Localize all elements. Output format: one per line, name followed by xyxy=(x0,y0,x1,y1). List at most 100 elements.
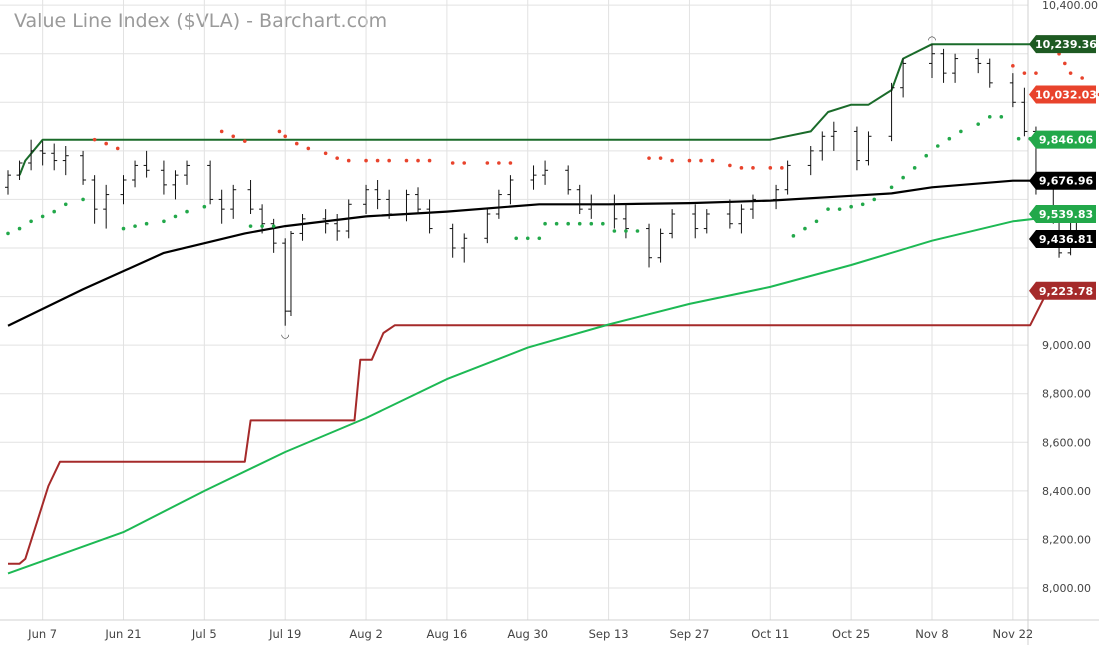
price-bar xyxy=(230,184,237,219)
price-bar xyxy=(484,209,491,244)
sar-dot xyxy=(814,219,819,224)
sar-dot xyxy=(525,236,530,241)
y-tick-label: 9,000.00 xyxy=(1042,339,1091,352)
price-bar xyxy=(184,160,191,185)
sar-dot xyxy=(416,158,420,163)
x-tick-label: Jun 7 xyxy=(27,627,57,641)
price-bar xyxy=(426,199,433,234)
price-bar xyxy=(622,204,629,239)
price-bar xyxy=(657,228,664,263)
sar-dot xyxy=(612,229,617,233)
sar-dot xyxy=(283,134,288,139)
sar-dot xyxy=(29,219,33,224)
price-bar xyxy=(143,150,150,178)
y-tick-label: 8,000.00 xyxy=(1042,582,1091,595)
sar-dot xyxy=(699,158,703,163)
x-tick-label: Aug 16 xyxy=(427,627,468,641)
sar-dot xyxy=(647,156,651,160)
sar-dot xyxy=(1080,76,1084,80)
svg-text:10,032.03: 10,032.03 xyxy=(1035,89,1097,102)
x-tick-label: Nov 22 xyxy=(992,627,1033,641)
sar-dot xyxy=(40,214,45,219)
sar-dot xyxy=(670,158,674,163)
y-tick-label: 8,800.00 xyxy=(1042,388,1091,401)
last-value-tag: 9,539.83 xyxy=(1029,205,1096,224)
sar-dot xyxy=(780,166,784,170)
price-bar xyxy=(282,238,289,326)
y-tick-label: 10,400.00 xyxy=(1042,0,1098,12)
sar-dot xyxy=(375,158,380,163)
x-tick-label: Sep 27 xyxy=(669,627,709,641)
svg-text:10,239.36: 10,239.36 xyxy=(1035,38,1097,51)
price-bar xyxy=(495,189,502,219)
x-tick-label: Jun 21 xyxy=(104,627,141,641)
price-bar xyxy=(51,143,58,171)
price-bar xyxy=(363,184,370,215)
sar-dot xyxy=(323,151,328,156)
sar-dot xyxy=(427,158,432,163)
sar-dot xyxy=(687,158,692,163)
sar-dot xyxy=(999,115,1004,119)
price-bar xyxy=(773,184,780,210)
x-tick-label: Aug 30 xyxy=(507,627,548,641)
sar-dot xyxy=(231,134,236,139)
price-bar xyxy=(588,194,595,219)
sar-dot xyxy=(566,221,570,226)
sar-dot xyxy=(577,221,582,226)
series-line-sma-50 xyxy=(7,179,1077,327)
price-bar xyxy=(738,204,745,234)
x-tick-label: Oct 11 xyxy=(751,627,789,641)
sar-dot xyxy=(242,139,247,143)
price-bar xyxy=(1021,87,1028,137)
sar-dot xyxy=(162,219,166,224)
sar-dot xyxy=(543,221,547,226)
series-line-upper-channel xyxy=(18,43,1077,176)
price-bar xyxy=(1009,73,1016,108)
sar-dot xyxy=(462,161,467,165)
price-bar xyxy=(940,48,947,83)
price-bar xyxy=(16,160,23,181)
sar-dot xyxy=(364,158,368,163)
sar-dot xyxy=(791,234,796,238)
price-bar xyxy=(334,214,341,241)
price-bar xyxy=(91,175,98,224)
sar-dot xyxy=(6,231,10,236)
sar-dot xyxy=(860,202,865,207)
sar-dot xyxy=(710,158,715,163)
sar-dot xyxy=(924,153,929,158)
last-value-tag: 9,223.78 xyxy=(1029,281,1096,300)
sar-dot xyxy=(17,226,22,231)
sar-dot xyxy=(987,115,992,119)
price-bar xyxy=(374,180,381,210)
sar-dot xyxy=(202,204,207,209)
sar-dot xyxy=(624,229,628,233)
price-bar xyxy=(530,165,537,190)
svg-text:9,676.96: 9,676.96 xyxy=(1039,175,1094,188)
y-tick-label: 8,200.00 xyxy=(1042,533,1091,546)
sar-dot xyxy=(739,166,744,170)
sar-dot xyxy=(589,221,594,226)
price-bar xyxy=(986,58,993,88)
sar-dot xyxy=(959,129,963,134)
price-bar xyxy=(28,139,35,171)
svg-text:9,436.81: 9,436.81 xyxy=(1039,233,1093,246)
price-bar xyxy=(749,194,756,219)
price-bar xyxy=(726,199,733,229)
svg-text:9,539.83: 9,539.83 xyxy=(1039,208,1093,221)
last-value-tag: 9,436.81 xyxy=(1029,230,1096,249)
sar-dot xyxy=(768,166,773,170)
price-bar xyxy=(819,131,826,161)
sar-dot xyxy=(277,129,282,134)
sar-dot xyxy=(849,204,853,209)
price-bar xyxy=(160,160,167,195)
price-bar xyxy=(287,231,294,317)
sar-dot xyxy=(947,136,952,141)
sar-dot xyxy=(901,175,905,180)
price-bar xyxy=(853,126,860,171)
sar-dot xyxy=(104,141,108,146)
y-tick-label: 8,400.00 xyxy=(1042,485,1091,498)
sar-dot xyxy=(514,236,518,241)
series-line-sma-200 xyxy=(7,213,1077,575)
price-bar xyxy=(646,223,653,268)
price-bar xyxy=(120,175,127,205)
